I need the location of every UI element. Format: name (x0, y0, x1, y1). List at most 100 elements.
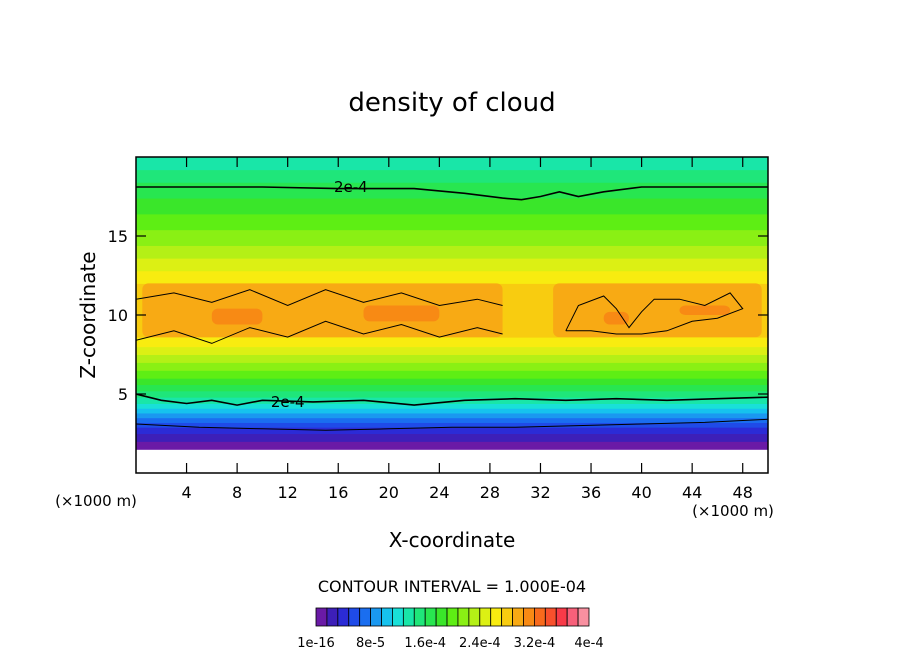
colorbar-swatch (523, 607, 535, 627)
x-tick-label: 8 (232, 483, 242, 502)
x-tick-label: 12 (278, 483, 298, 502)
color-patch (679, 305, 731, 315)
colorbar-swatch (534, 607, 546, 627)
contour-line (136, 418, 768, 431)
colorbar-swatch (566, 607, 579, 627)
colorbar-swatch (501, 607, 513, 627)
colorbar-tick-label: 3.2e-4 (514, 636, 556, 651)
color-patch (603, 311, 629, 325)
contour-line (136, 289, 503, 307)
colorbar-swatch (402, 607, 415, 627)
colorbar-tick-label: 8e-5 (356, 636, 385, 651)
color-patch (553, 283, 762, 338)
contour-lines (136, 186, 768, 431)
colorbar-swatch (457, 607, 470, 627)
x-tick-label: 36 (581, 483, 601, 502)
x-tick-label: 48 (733, 483, 753, 502)
colorbar-tick-label: 1e-16 (297, 636, 335, 651)
colorbar-tick-label: 2.4e-4 (459, 636, 501, 651)
colorbar-swatch (381, 607, 393, 627)
chart-title: density of cloud (348, 88, 555, 118)
color-band (136, 403, 768, 409)
x-tick-label: 40 (631, 483, 651, 502)
contour-line (136, 320, 503, 344)
x-tick-label: 32 (530, 483, 550, 502)
color-band (136, 412, 768, 419)
colorbar-labels: 1e-16 8e-5 1.6e-4 2.4e-4 3.2e-4 4e-4 (297, 636, 603, 651)
colorbar-tick-label: 1.6e-4 (404, 636, 446, 651)
color-band (136, 397, 768, 404)
color-band (136, 408, 768, 414)
x-tick-label: 4 (181, 483, 191, 502)
colorbar-tick-label: 4e-4 (574, 636, 603, 651)
x-axis-label: X-coordinate (389, 528, 516, 552)
contour-line (136, 186, 768, 201)
x-tick-label: 20 (379, 483, 399, 502)
x-tick-label: 44 (682, 483, 702, 502)
contour-line (565, 292, 744, 335)
orange-patches (142, 283, 762, 338)
colorbar-swatch (337, 607, 350, 627)
color-band (136, 370, 768, 379)
color-band (136, 384, 768, 392)
contour-label: 2e-4 (271, 393, 305, 411)
colorbar-swatch (479, 607, 492, 627)
color-band (136, 390, 768, 398)
color-band (136, 433, 768, 442)
color-band (136, 422, 768, 428)
colorbar-swatch (555, 607, 568, 627)
color-band (136, 245, 768, 259)
contour-line (136, 393, 768, 406)
x-tick-label: 24 (429, 483, 449, 502)
color-band (136, 258, 768, 272)
color-band (136, 182, 768, 199)
contour-labels: 2e-4 2e-4 (271, 178, 368, 411)
color-band (136, 270, 768, 284)
colorbar-swatch (512, 607, 524, 627)
y-tick-label: 10 (108, 306, 128, 325)
contour-interval-text: CONTOUR INTERVAL = 1.000E-04 (318, 577, 586, 596)
contour-label: 2e-4 (334, 178, 368, 196)
colorbar-swatch (370, 607, 382, 627)
color-band (136, 417, 768, 423)
colorbar-swatch (359, 607, 371, 627)
colorbar-swatch (413, 607, 426, 627)
colorbar-swatch (424, 607, 437, 627)
plot-area: 2e-4 2e-4 (136, 157, 768, 473)
color-band (136, 213, 768, 231)
colorbar-swatch (577, 607, 590, 627)
color-band (136, 198, 768, 215)
color-patch (211, 308, 263, 325)
x-axis: 4 8 12 16 20 24 28 32 36 40 44 48 (181, 157, 753, 502)
color-band (136, 157, 768, 171)
x-unit-left: (×1000 m) (55, 492, 137, 510)
color-band (136, 337, 768, 348)
color-band (136, 346, 768, 355)
colorbar-swatch (348, 607, 361, 627)
colorbar-swatch (468, 607, 481, 627)
color-band (136, 378, 768, 386)
colorbar-swatch (446, 607, 459, 627)
colorbar-swatch (435, 607, 448, 627)
x-tick-label: 16 (328, 483, 348, 502)
colorbar-swatch (315, 607, 328, 627)
y-tick-label: 5 (118, 385, 128, 404)
x-unit-right: (×1000 m) (692, 502, 774, 520)
color-band (136, 427, 768, 434)
color-patch (363, 305, 440, 322)
x-tick-label: 28 (480, 483, 500, 502)
colorbar-swatch (544, 607, 557, 627)
colorbar (315, 607, 590, 627)
y-axis: 5 10 15 (108, 227, 768, 404)
color-band (136, 441, 768, 450)
y-tick-label: 15 (108, 227, 128, 246)
color-band (136, 354, 768, 363)
y-axis-label: Z-coordinate (76, 251, 100, 378)
color-band (136, 449, 768, 473)
color-band (136, 169, 768, 183)
color-band (136, 229, 768, 246)
colorbar-swatch (392, 607, 404, 627)
color-band (136, 362, 768, 371)
colorbar-swatch (490, 607, 503, 627)
